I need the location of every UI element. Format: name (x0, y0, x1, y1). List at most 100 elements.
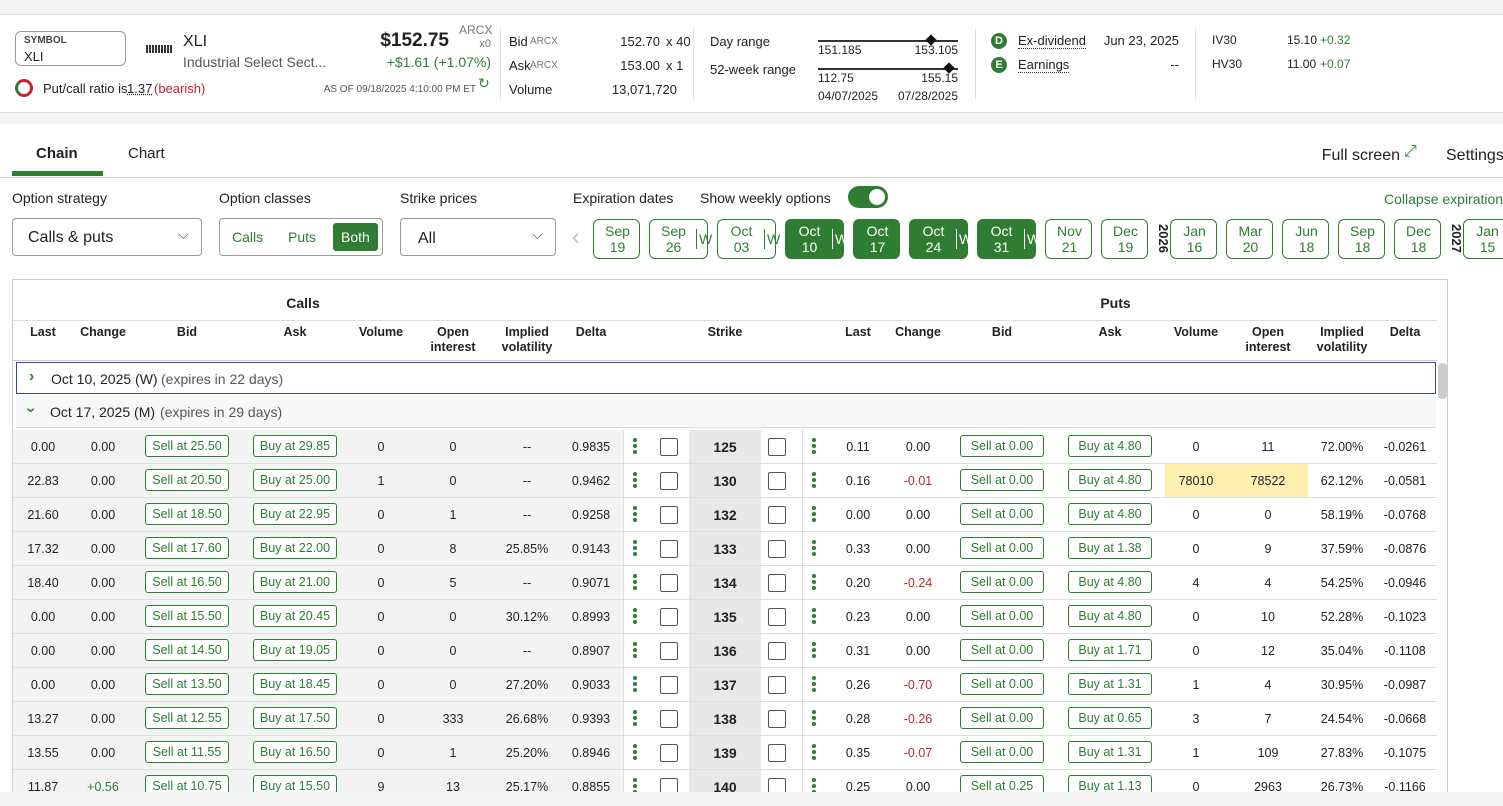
row-menu[interactable] (812, 744, 816, 762)
row-menu[interactable] (812, 710, 816, 728)
tab-chart[interactable]: Chart (128, 145, 165, 162)
buy-button[interactable]: Buy at 20.45 (253, 605, 337, 627)
settings[interactable]: Settings (1446, 147, 1503, 164)
row-menu[interactable] (633, 710, 637, 728)
select-checkbox[interactable] (768, 710, 786, 728)
row-menu[interactable] (633, 676, 637, 694)
buy-button[interactable]: Buy at 18.45 (253, 673, 337, 695)
row-menu[interactable] (812, 438, 816, 456)
buy-button[interactable]: Buy at 4.80 (1068, 571, 1152, 593)
select-checkbox[interactable] (768, 608, 786, 626)
expiration-group-row[interactable]: › Oct 10, 2025 (W) (expires in 22 days) (16, 362, 1436, 394)
buy-button[interactable]: Buy at 21.00 (253, 571, 337, 593)
buy-button[interactable]: Buy at 29.85 (253, 435, 337, 457)
sell-button[interactable]: Sell at 13.50 (145, 673, 229, 695)
select-checkbox[interactable] (660, 744, 678, 762)
expiration-button[interactable]: Oct 24 W (909, 219, 972, 259)
expiration-button[interactable]: Nov 21 (1045, 219, 1092, 259)
sell-button[interactable]: Sell at 14.50 (145, 639, 229, 661)
expiration-button[interactable]: Jan 15 (1463, 219, 1503, 259)
select-checkbox[interactable] (660, 642, 678, 660)
expiration-button[interactable]: Sep 19 (593, 219, 640, 259)
row-menu[interactable] (812, 506, 816, 524)
row-menu[interactable] (812, 676, 816, 694)
buy-button[interactable]: Buy at 4.80 (1068, 503, 1152, 525)
class-option[interactable]: Calls (232, 229, 264, 245)
sell-button[interactable]: Sell at 11.55 (145, 741, 229, 763)
row-menu[interactable] (633, 574, 637, 592)
expiration-button[interactable]: Dec 18 (1394, 219, 1441, 259)
sell-button[interactable]: Sell at 12.55 (145, 707, 229, 729)
sell-button[interactable]: Sell at 0.00 (960, 571, 1044, 593)
sell-button[interactable]: Sell at 16.50 (145, 571, 229, 593)
expiration-button[interactable]: Mar 20 (1226, 219, 1273, 259)
select-checkbox[interactable] (768, 438, 786, 456)
expiration-button[interactable]: Oct 17 (853, 219, 900, 259)
buy-button[interactable]: Buy at 1.13 (1068, 775, 1152, 792)
select-checkbox[interactable] (768, 574, 786, 592)
expiration-button[interactable]: Oct 03 W (717, 219, 780, 259)
sell-button[interactable]: Sell at 18.50 (145, 503, 229, 525)
buy-button[interactable]: Buy at 19.05 (253, 639, 337, 661)
select-checkbox[interactable] (768, 540, 786, 558)
select-checkbox[interactable] (768, 744, 786, 762)
row-menu[interactable] (633, 642, 637, 660)
sell-button[interactable]: Sell at 10.75 (145, 775, 229, 792)
expiration-button[interactable]: Dec 19 (1101, 219, 1148, 259)
buy-button[interactable]: Buy at 1.31 (1068, 673, 1152, 695)
row-menu[interactable] (812, 608, 816, 626)
sell-button[interactable]: Sell at 0.25 (960, 775, 1044, 792)
buy-button[interactable]: Buy at 17.50 (253, 707, 337, 729)
select-checkbox[interactable] (660, 778, 678, 792)
buy-button[interactable]: Buy at 4.80 (1068, 435, 1152, 457)
sell-button[interactable]: Sell at 17.60 (145, 537, 229, 559)
row-menu[interactable] (633, 744, 637, 762)
collapse-expirations[interactable]: Collapse expirations (1384, 191, 1503, 207)
buy-button[interactable]: Buy at 15.50 (253, 775, 337, 792)
select-checkbox[interactable] (768, 472, 786, 490)
weekly-toggle[interactable] (848, 186, 888, 208)
row-menu[interactable] (633, 438, 637, 456)
strategy-dropdown[interactable]: Calls & puts ⌵ (12, 218, 202, 256)
sell-button[interactable]: Sell at 25.50 (145, 435, 229, 457)
buy-button[interactable]: Buy at 22.95 (253, 503, 337, 525)
sell-button[interactable]: Sell at 0.00 (960, 673, 1044, 695)
buy-button[interactable]: Buy at 1.31 (1068, 741, 1152, 763)
select-checkbox[interactable] (768, 778, 786, 792)
sell-button[interactable]: Sell at 0.00 (960, 503, 1044, 525)
expiration-button[interactable]: Jun 18 (1282, 219, 1329, 259)
expiration-group-row[interactable]: › Oct 17, 2025 (M) (expires in 29 days) (16, 396, 1436, 428)
select-checkbox[interactable] (660, 472, 678, 490)
tab-chain[interactable]: Chain (36, 145, 78, 162)
select-checkbox[interactable] (660, 438, 678, 456)
buy-button[interactable]: Buy at 16.50 (253, 741, 337, 763)
buy-button[interactable]: Buy at 25.00 (253, 469, 337, 491)
sell-button[interactable]: Sell at 0.00 (960, 639, 1044, 661)
expiration-button[interactable]: Oct 31 W (977, 219, 1040, 259)
select-checkbox[interactable] (660, 676, 678, 694)
buy-button[interactable]: Buy at 4.80 (1068, 605, 1152, 627)
row-menu[interactable] (633, 506, 637, 524)
select-checkbox[interactable] (660, 506, 678, 524)
select-checkbox[interactable] (660, 540, 678, 558)
expiration-button[interactable]: Oct 10 W (785, 219, 848, 259)
sell-button[interactable]: Sell at 0.00 (960, 741, 1044, 763)
sell-button[interactable]: Sell at 0.00 (960, 605, 1044, 627)
symbol-input[interactable]: SYMBOL XLI (15, 31, 126, 66)
row-menu[interactable] (812, 540, 816, 558)
buy-button[interactable]: Buy at 0.65 (1068, 707, 1152, 729)
expiration-button[interactable]: Jan 16 (1170, 219, 1217, 259)
row-menu[interactable] (812, 642, 816, 660)
row-menu[interactable] (812, 574, 816, 592)
expiration-button[interactable]: Sep 26 W (649, 219, 712, 259)
row-menu[interactable] (812, 472, 816, 490)
buy-button[interactable]: Buy at 22.00 (253, 537, 337, 559)
sell-button[interactable]: Sell at 0.00 (960, 707, 1044, 729)
sell-button[interactable]: Sell at 0.00 (960, 469, 1044, 491)
row-menu[interactable] (633, 778, 637, 792)
expiration-button[interactable]: Sep 18 (1338, 219, 1385, 259)
select-checkbox[interactable] (768, 676, 786, 694)
sell-button[interactable]: Sell at 20.50 (145, 469, 229, 491)
row-menu[interactable] (633, 540, 637, 558)
select-checkbox[interactable] (660, 710, 678, 728)
